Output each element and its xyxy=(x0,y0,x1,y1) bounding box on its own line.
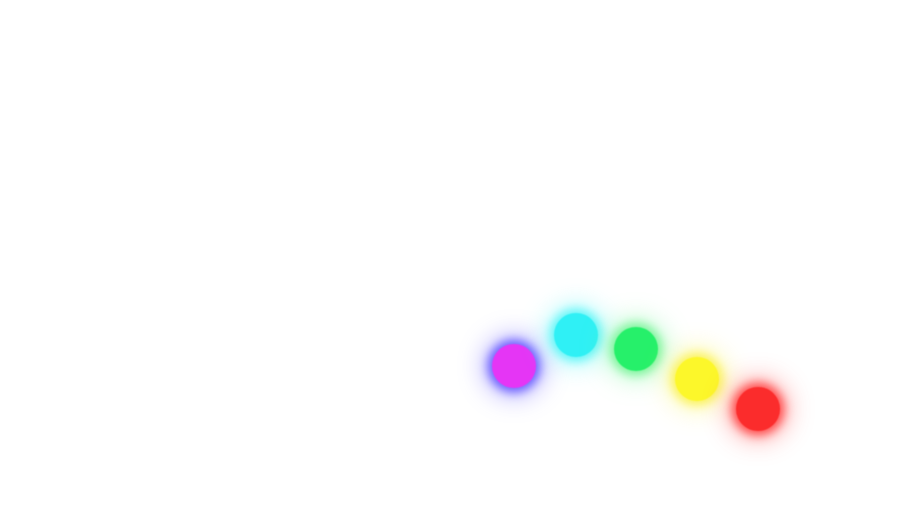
green-orb xyxy=(614,327,658,371)
red-orb xyxy=(736,387,780,431)
cyan-orb xyxy=(554,313,598,357)
yellow-orb xyxy=(675,357,719,401)
magenta-orb xyxy=(492,344,536,388)
